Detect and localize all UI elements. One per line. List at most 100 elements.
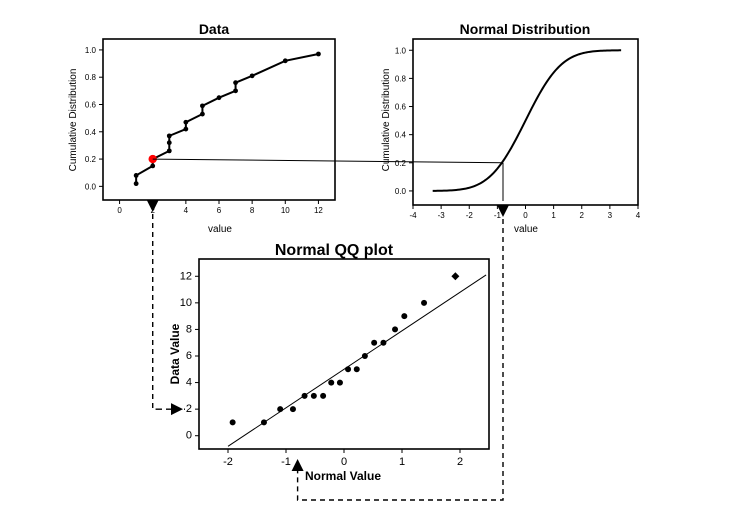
normal-axes: -4 -3 -2 -1 0 1 2 3 4 0.0 0.2 0.4 0.6 0.8 1.0 [395,46,641,220]
normal-x-arrow [497,205,509,217]
qq-point [260,419,267,426]
normal-x-tick-label: -4 [409,211,417,220]
data-x-tick-label: 6 [217,206,222,215]
qq-y-tick-label: 8 [186,323,192,335]
normal-x-tick-label: 4 [636,211,641,220]
qq-reference-line [227,274,487,447]
qq-point [421,299,428,306]
data-ecdf-panel: Data Cumulative Distribution value 02468… [68,21,336,235]
qq-point [353,366,360,373]
qq-point [336,379,343,386]
qq-point [361,352,368,359]
normal-y-tick-label: 0.4 [395,131,407,140]
normal-x-tick-label: -2 [466,211,474,220]
data-point [316,51,321,57]
normal-y-tick-label: 0.0 [395,187,407,196]
qq-y-tick-label: 4 [186,377,192,389]
qq-point [289,406,296,413]
qq-y-marker-arrow [171,403,183,416]
data-x-tick-label: 12 [314,206,323,215]
normal-series [432,49,622,192]
qq-point [310,392,317,399]
normal-y-tick-label: 0.2 [395,159,407,168]
qq-y-tick-label: 2 [186,403,192,415]
qq-point [301,392,308,399]
qq-x-axis-label: Normal Value [305,469,381,483]
data-x-tick-label: 0 [117,206,122,215]
data-x-tick-label: 4 [184,206,189,215]
qq-y-axis-label: Data Value [168,323,182,384]
normal-x-tick-label: -1 [494,211,502,220]
qq-y-tick-label: 10 [180,297,192,309]
normal-x-axis-label: value [514,224,538,235]
normal-x-tick-label: 2 [580,211,585,220]
qq-x-tick-label: 1 [399,456,405,468]
data-x-arrow [146,200,159,212]
qq-chart-title: Normal QQ plot [275,242,394,259]
qq-point [320,392,327,399]
qq-point [401,313,408,320]
normal-cdf-panel: Normal Distribution Cumulative Distribut… [381,21,641,235]
data-ecdf-line [135,53,319,184]
data-point [133,181,139,187]
qq-plot-frame [198,258,490,450]
normal-x-tick-label: 3 [608,211,613,220]
normal-y-tick-label: 0.8 [395,74,407,83]
qq-series [227,272,487,447]
normal-x-tick-label: 1 [551,211,556,220]
data-point [233,80,238,86]
data-y-tick-label: 0.8 [85,73,97,82]
data-x-tick-label: 10 [281,206,290,215]
data-point [183,126,189,132]
data-point [216,95,222,101]
data-point [166,133,172,139]
qq-x-tick-label: -2 [223,456,233,468]
qq-x-marker-arrow [291,459,304,471]
qq-point [328,379,335,386]
data-point [233,88,238,94]
normal-x-tick-label: -3 [438,211,446,220]
data-y-tick-label: 0.0 [85,182,97,191]
dashed-path-data-to-qq [152,214,157,410]
data-y-axis-label: Cumulative Distribution [68,69,79,172]
qq-point [229,419,236,426]
qq-point [451,272,460,281]
qq-plot-panel: Normal QQ plot Data Value Normal Value -… [168,242,490,483]
data-point [200,103,205,109]
normal-y-tick-label: 0.6 [395,103,407,112]
normal-x-tick-label: 0 [523,211,528,220]
data-x-axis-label: value [208,224,232,235]
qq-x-tick-label: 0 [341,456,347,468]
data-y-tick-label: 0.2 [85,155,97,164]
data-point [183,119,189,125]
data-point [200,111,205,117]
data-point [282,58,288,64]
data-point [133,173,139,178]
data-series [133,51,321,187]
data-point [166,148,172,154]
normal-y-tick-label: 1.0 [395,46,407,55]
data-point [166,140,172,146]
data-y-tick-label: 0.4 [85,128,97,137]
horizontal-match-line [152,158,504,164]
qq-point [277,406,284,413]
data-y-tick-label: 0.6 [85,100,97,109]
data-axes: 0246810120.00.20.40.60.81.0 [85,46,324,215]
qq-point [345,366,352,373]
data-x-tick-label: 8 [250,206,255,215]
qq-point [392,326,399,333]
data-point [150,163,156,169]
normal-chart-title: Normal Distribution [460,21,591,37]
qq-x-tick-label: 2 [457,456,463,468]
data-y-tick-label: 1.0 [85,46,97,55]
qq-point [371,339,378,346]
normal-cdf-curve [432,49,622,192]
qq-y-tick-label: 12 [180,270,192,282]
qq-x-tick-label: -1 [281,456,291,468]
connector-lines [146,158,509,501]
data-point [249,73,255,79]
qq-y-tick-label: 0 [186,430,192,442]
normal-y-axis-label: Cumulative Distribution [381,69,392,172]
